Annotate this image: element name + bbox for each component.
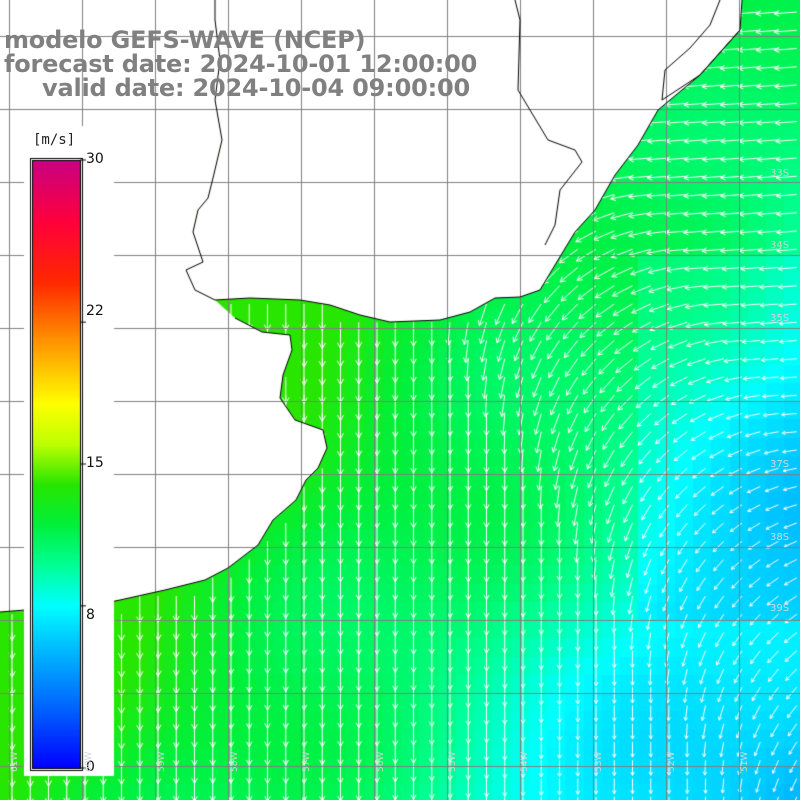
lat-label-38s: 38S (770, 532, 790, 543)
lat-label-33s: 33S (770, 168, 790, 179)
colorbar-tick-8: 8 (86, 607, 95, 623)
colorbar-tick-15: 15 (86, 455, 104, 471)
lat-label-37s: 37S (770, 459, 790, 470)
lon-label-53w: 53W (594, 751, 604, 772)
lon-label-59w: 59W (157, 751, 167, 772)
colorbar-tick-0: 0 (86, 759, 95, 775)
lon-label-58w: 58W (230, 751, 240, 772)
lat-label-35s: 35S (770, 313, 790, 324)
lat-label-34s: 34S (770, 240, 790, 251)
lon-label-55w: 55W (448, 751, 458, 772)
title-block: modelo GEFS-WAVE (NCEP) forecast date: 2… (4, 28, 477, 100)
lon-label-51w: 51W (740, 751, 750, 772)
lon-label-56w: 56W (376, 751, 386, 772)
colorbar-tick-22: 22 (86, 303, 104, 319)
lon-label-61w: 61W (10, 751, 20, 772)
forecast-date: forecast date: 2024-10-01 12:00:00 (4, 50, 478, 78)
lon-label-54w: 54W (520, 751, 530, 772)
colorbar-unit-label: [m/s] (33, 132, 76, 148)
lat-label-39s: 39S (770, 603, 790, 614)
lon-label-57w: 57W (302, 751, 312, 772)
lon-label-60w: 60W (84, 751, 94, 772)
colorbar-tick-30: 30 (86, 151, 104, 167)
valid-date: valid date: 2024-10-04 09:00:00 (42, 74, 470, 102)
lon-label-52w: 52W (667, 751, 677, 772)
model-title: modelo GEFS-WAVE (NCEP) (4, 26, 366, 54)
